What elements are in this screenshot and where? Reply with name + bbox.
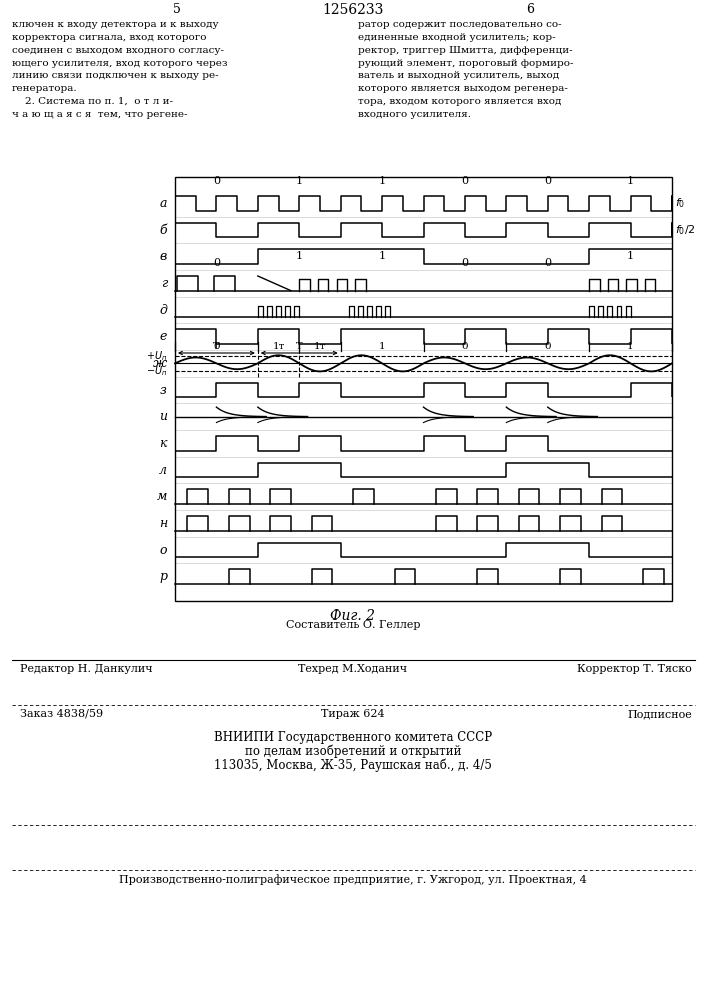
Text: б: б	[159, 224, 167, 236]
Text: 0: 0	[213, 342, 220, 351]
Text: м: м	[157, 490, 167, 503]
Text: к: к	[160, 437, 167, 450]
Text: 1: 1	[627, 342, 634, 351]
Text: 113035, Москва, Ж-35, Раушская наб., д. 4/5: 113035, Москва, Ж-35, Раушская наб., д. …	[214, 759, 492, 772]
Text: и: и	[159, 410, 167, 423]
Text: 1256233: 1256233	[322, 3, 384, 17]
Text: $f_0$: $f_0$	[675, 196, 685, 210]
Text: 0: 0	[544, 176, 551, 186]
Text: по делам изобретений и открытий: по делам изобретений и открытий	[245, 745, 461, 758]
Text: 0: 0	[213, 258, 220, 268]
Text: ж: ж	[153, 357, 167, 370]
Text: а: а	[160, 197, 167, 210]
Text: Производственно-полиграфическое предприятие, г. Ужгород, ул. Проектная, 4: Производственно-полиграфическое предприя…	[119, 874, 587, 885]
Text: 0: 0	[462, 342, 468, 351]
Text: 1т: 1т	[272, 342, 285, 351]
Text: н: н	[159, 517, 167, 530]
Bar	[175, 177, 672, 601]
Text: Редактор Н. Данкулич: Редактор Н. Данкулич	[20, 664, 153, 674]
Text: 0: 0	[213, 176, 220, 186]
Text: 1: 1	[379, 342, 385, 351]
Text: 1: 1	[627, 251, 634, 261]
Text: р: р	[159, 570, 167, 583]
Text: е: е	[160, 330, 167, 343]
Text: ключен к входу детектора и к выходу
корректора сигнала, вход которого
соединен с: ключен к входу детектора и к выходу корр…	[12, 20, 228, 119]
Text: T: T	[213, 342, 220, 351]
Text: $f_0/2$: $f_0/2$	[675, 223, 696, 237]
Text: Составитель О. Геллер: Составитель О. Геллер	[286, 620, 420, 630]
Text: л: л	[159, 464, 167, 477]
Text: Корректор Т. Тяско: Корректор Т. Тяско	[577, 664, 692, 674]
Text: 0: 0	[544, 258, 551, 268]
Text: 1т: 1т	[314, 342, 326, 351]
Text: ВНИИПИ Государственного комитета СССР: ВНИИПИ Государственного комитета СССР	[214, 731, 492, 744]
Text: ратор содержит последовательно со-
единенные входной усилитель; кор-
ректор, три: ратор содержит последовательно со- едине…	[358, 20, 573, 119]
Text: 1: 1	[296, 176, 303, 186]
Text: Подписное: Подписное	[627, 709, 692, 719]
Text: 6: 6	[526, 3, 534, 16]
Text: 1: 1	[627, 176, 634, 186]
Text: г: г	[160, 277, 167, 290]
Text: д: д	[159, 304, 167, 316]
Text: 0: 0	[462, 176, 469, 186]
Text: Тираж 624: Тираж 624	[321, 709, 385, 719]
Text: $+U_п$: $+U_п$	[146, 349, 167, 363]
Text: 1: 1	[296, 251, 303, 261]
Text: 1: 1	[378, 176, 385, 186]
Text: 0: 0	[544, 342, 551, 351]
Text: о: о	[160, 544, 167, 556]
Text: 5: 5	[173, 3, 181, 16]
Text: $-U_п$: $-U_п$	[146, 364, 167, 378]
Text: з: з	[160, 383, 167, 396]
Text: 1: 1	[378, 251, 385, 261]
Text: Техред М.Ходанич: Техред М.Ходанич	[298, 664, 407, 674]
Text: T: T	[296, 342, 303, 351]
Text: в: в	[160, 250, 167, 263]
Text: Фиг. 2: Фиг. 2	[330, 609, 375, 623]
Text: 0: 0	[462, 258, 469, 268]
Text: Заказ 4838/59: Заказ 4838/59	[20, 709, 103, 719]
